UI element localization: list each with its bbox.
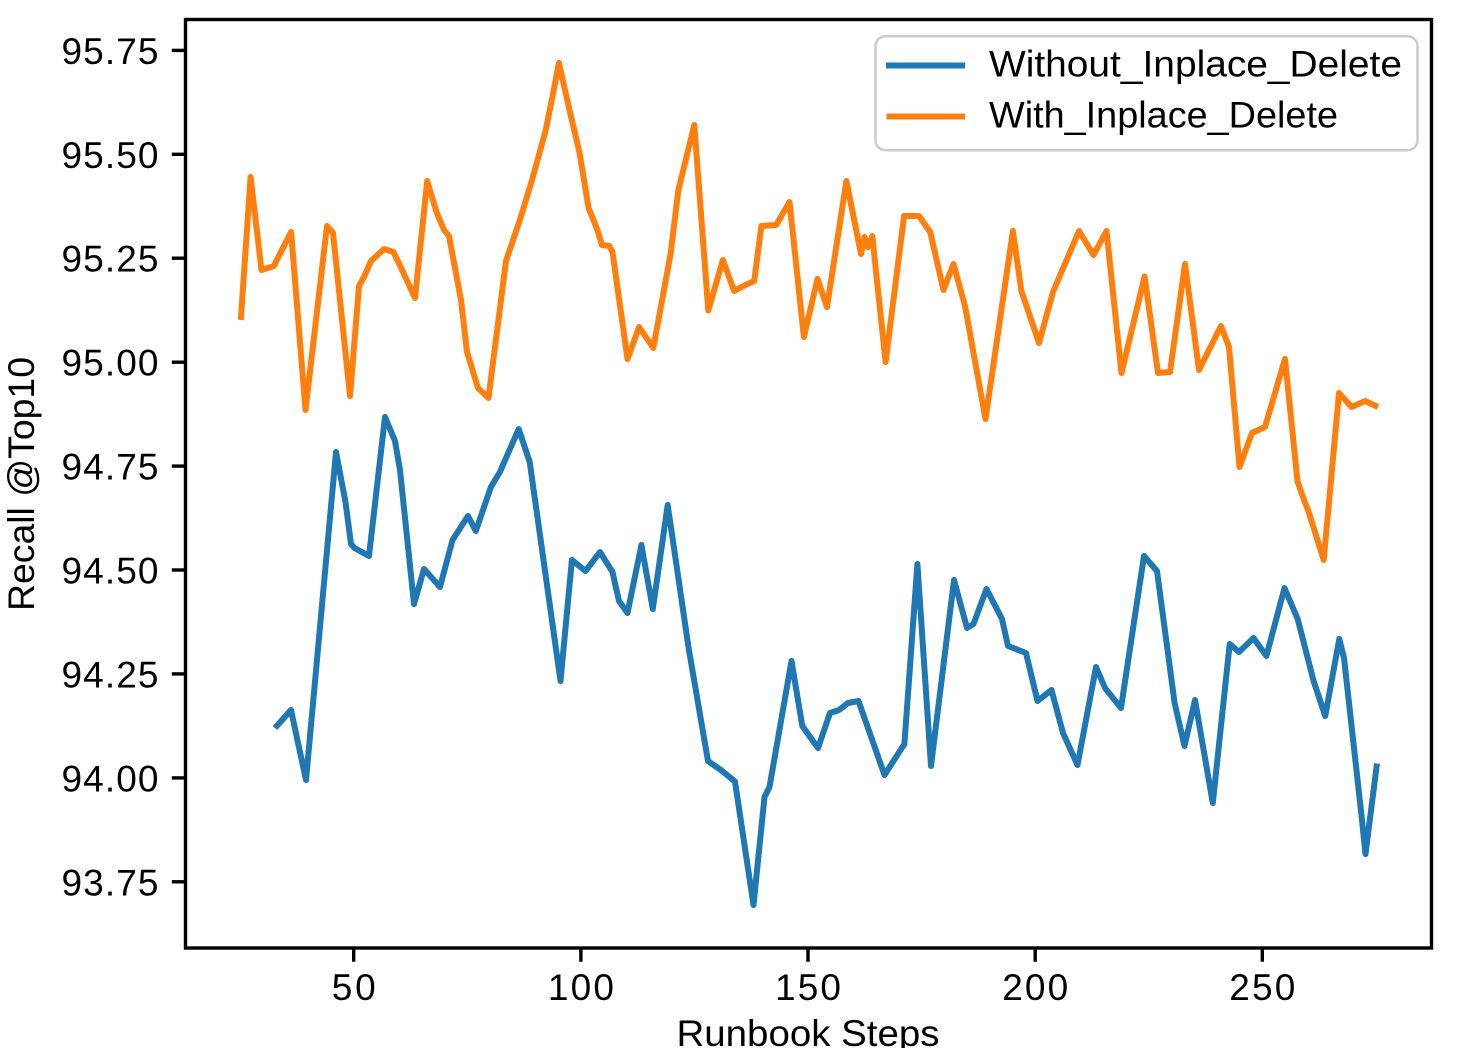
- svg-text:94.00: 94.00: [62, 758, 159, 799]
- svg-text:Without_Inplace_Delete: Without_Inplace_Delete: [989, 44, 1402, 85]
- svg-text:With_Inplace_Delete: With_Inplace_Delete: [989, 95, 1338, 136]
- svg-text:93.75: 93.75: [62, 862, 159, 903]
- svg-text:100: 100: [548, 967, 614, 1008]
- svg-text:250: 250: [1229, 967, 1295, 1008]
- svg-text:Runbook Steps: Runbook Steps: [677, 1013, 940, 1048]
- svg-text:95.50: 95.50: [62, 135, 159, 176]
- svg-text:95.00: 95.00: [62, 343, 159, 384]
- svg-text:94.50: 94.50: [62, 551, 159, 592]
- svg-text:95.25: 95.25: [62, 239, 159, 280]
- svg-text:94.25: 94.25: [62, 654, 159, 695]
- svg-text:95.75: 95.75: [62, 31, 159, 72]
- svg-text:Recall @Top10: Recall @Top10: [1, 357, 42, 611]
- svg-text:94.75: 94.75: [62, 447, 159, 488]
- svg-text:200: 200: [1002, 967, 1068, 1008]
- svg-text:150: 150: [775, 967, 841, 1008]
